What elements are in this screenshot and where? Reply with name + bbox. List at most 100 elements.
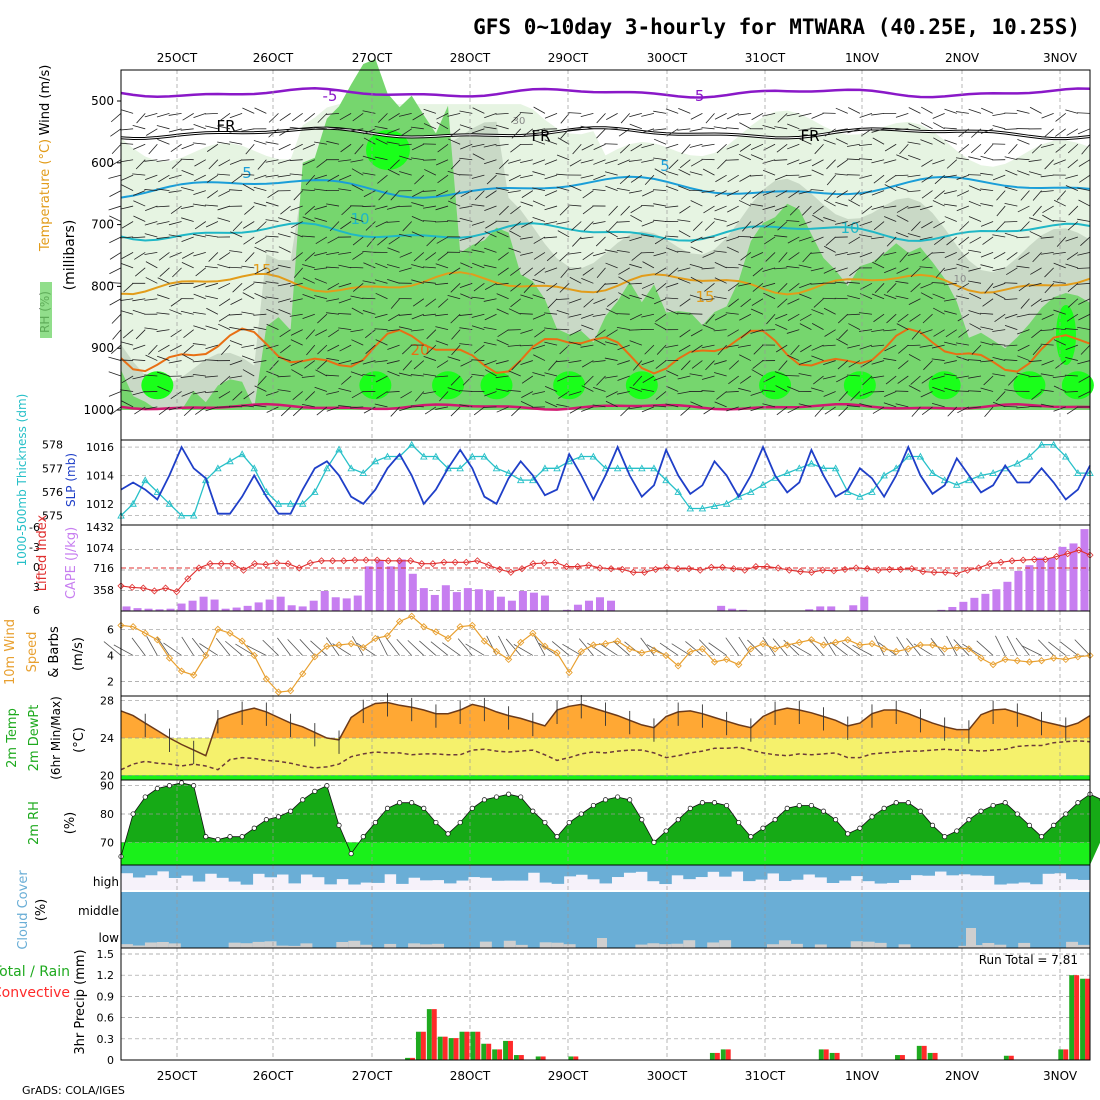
precip-legend-conv: Convective [0,985,70,1001]
wind-barb [169,344,182,352]
wind-barb [690,329,703,337]
wind10-barb [246,645,267,656]
wind-barb [1032,252,1042,263]
cloud-high-bar [396,865,409,884]
wind-barb [1041,313,1054,320]
wind-barb [956,263,969,269]
wind10-barb [946,635,958,656]
wind-barb [156,221,170,225]
wind10-point [941,645,949,653]
wind-barb [826,190,836,201]
wind-barb [704,282,715,292]
wind-barb [314,217,328,222]
rh2m-point [772,817,778,823]
li-point [128,583,136,591]
wind-barb [556,154,570,161]
wind-barb [267,190,279,199]
wind-barb [739,143,752,152]
wind-barb [110,113,122,123]
wind-barb [738,263,751,269]
wind-barb [521,221,534,228]
wind-barb [701,190,715,193]
wind-barb [317,344,328,355]
wind-barb [725,159,739,161]
wind10-point [783,641,791,649]
wind-barb [208,252,219,262]
cape-bar [607,600,616,611]
wind-barb [1020,190,1030,201]
wind-barb [229,313,243,316]
wind-barb [483,341,497,346]
wind-barb [241,173,255,176]
wind-barb [788,282,800,292]
wind-barb [291,113,303,122]
wind-barb [341,375,352,385]
precip-conv-bar [899,1055,905,1060]
wind-barb [1052,375,1066,379]
wind-barb [120,359,134,361]
wind-barb [871,344,885,347]
li-tick-label: -3 [29,541,40,554]
wind-barb [742,221,752,232]
wind-barb [289,282,303,287]
cloud-low-bar [240,943,253,948]
wind-barb [415,391,425,402]
wind-barb [762,389,776,392]
cloud-high-bar [384,865,397,875]
wind-barb [473,406,485,416]
wind-barb [786,220,800,222]
wind-barb [886,236,897,247]
rh2m-point [905,800,911,806]
wind-barb [834,281,848,284]
thickness-point [1013,459,1022,467]
cloud-low-bar [348,940,361,948]
wind-barb [752,360,764,369]
thickness-point [965,476,973,484]
wind-barb [314,174,328,180]
contour-label: 10 [350,210,369,228]
wind-barb [835,267,848,273]
wind-barb [350,329,364,333]
wind-barb [811,323,824,331]
wind-barb [511,406,521,417]
wind-barb [133,215,146,222]
wind-barb [471,325,485,331]
wind-barb [532,187,546,192]
li-point [986,560,994,568]
wind-barb [398,372,412,377]
li-point [340,557,348,565]
wind-barb [326,391,340,395]
wind-barb [483,126,497,130]
wind-barb [375,262,388,269]
cape-bar [408,573,417,611]
wind-barb [934,174,945,185]
wind-barb [411,202,424,207]
rh2m-point [1063,811,1069,817]
cloud-low-bar [1078,944,1090,948]
rh2m-tick-label: 70 [100,836,114,849]
rh-band-green [121,59,1090,410]
wind-barb [568,298,582,304]
wind-barb [871,391,885,393]
li-point [507,568,515,576]
cloud-high-bar [336,865,349,880]
wind-barb [592,252,606,257]
temp-contour-minus5 [120,87,1091,99]
wind-barb [1040,403,1054,408]
cloud-high-bar [132,865,146,878]
wind-barb [580,159,594,164]
wind-barb [568,204,582,207]
wind10-point [904,645,912,653]
wind10-point [674,662,682,670]
wind-barb [266,406,279,413]
wind-barb [1040,329,1054,332]
wind-barb [775,344,788,353]
wind-barb [183,344,194,354]
wind-barb [787,313,800,321]
thickness-point [226,457,234,465]
wind-barb [798,403,812,408]
wind-barb [1042,214,1054,222]
cloud-high-bar [575,865,589,875]
wind-barb [1067,283,1079,293]
wind-barb [266,370,279,377]
